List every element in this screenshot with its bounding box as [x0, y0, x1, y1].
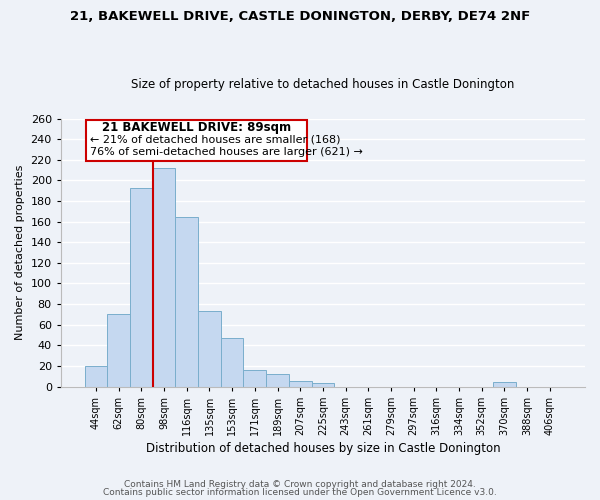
Text: 21, BAKEWELL DRIVE, CASTLE DONINGTON, DERBY, DE74 2NF: 21, BAKEWELL DRIVE, CASTLE DONINGTON, DE…: [70, 10, 530, 23]
Bar: [198, 312, 221, 386]
Text: Contains public sector information licensed under the Open Government Licence v3: Contains public sector information licen…: [103, 488, 497, 497]
Bar: [130, 188, 153, 386]
Text: Contains HM Land Registry data © Crown copyright and database right 2024.: Contains HM Land Registry data © Crown c…: [124, 480, 476, 489]
Text: 21 BAKEWELL DRIVE: 89sqm: 21 BAKEWELL DRIVE: 89sqm: [102, 122, 291, 134]
Bar: [493, 382, 516, 386]
Bar: [289, 382, 311, 386]
FancyBboxPatch shape: [86, 120, 307, 161]
Bar: [107, 314, 130, 386]
Text: ← 21% of detached houses are smaller (168): ← 21% of detached houses are smaller (16…: [91, 134, 341, 144]
Bar: [221, 338, 244, 386]
Text: 76% of semi-detached houses are larger (621) →: 76% of semi-detached houses are larger (…: [91, 146, 363, 156]
X-axis label: Distribution of detached houses by size in Castle Donington: Distribution of detached houses by size …: [146, 442, 500, 455]
Bar: [266, 374, 289, 386]
Title: Size of property relative to detached houses in Castle Donington: Size of property relative to detached ho…: [131, 78, 515, 91]
Bar: [244, 370, 266, 386]
Y-axis label: Number of detached properties: Number of detached properties: [15, 165, 25, 340]
Bar: [85, 366, 107, 386]
Bar: [175, 218, 198, 386]
Bar: [311, 384, 334, 386]
Bar: [153, 168, 175, 386]
